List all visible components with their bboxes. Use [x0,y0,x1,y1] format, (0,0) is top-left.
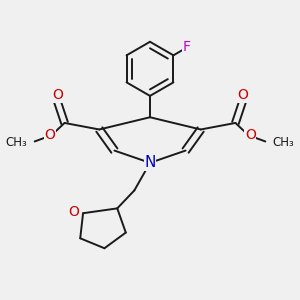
Text: O: O [68,205,80,219]
Text: O: O [245,128,256,142]
Text: O: O [237,88,248,102]
Text: O: O [52,88,63,102]
Text: F: F [183,40,191,55]
Text: CH₃: CH₃ [6,136,28,149]
Text: N: N [144,155,156,170]
Text: O: O [44,128,55,142]
Text: CH₃: CH₃ [272,136,294,149]
